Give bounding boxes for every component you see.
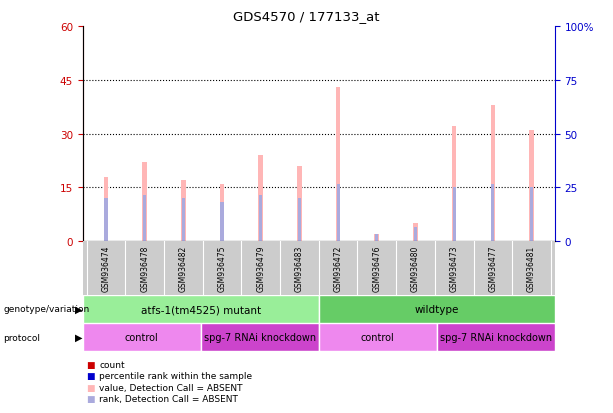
Text: GSM936480: GSM936480 bbox=[411, 245, 420, 292]
Bar bbox=[142, 163, 147, 242]
Bar bbox=[413, 224, 418, 242]
Text: protocol: protocol bbox=[3, 333, 40, 342]
Bar bbox=[530, 188, 533, 242]
Text: ▶: ▶ bbox=[75, 332, 82, 342]
Text: atfs-1(tm4525) mutant: atfs-1(tm4525) mutant bbox=[141, 304, 261, 314]
Text: spg-7 RNAi knockdown: spg-7 RNAi knockdown bbox=[204, 332, 316, 342]
Bar bbox=[491, 184, 495, 242]
Text: GDS4570 / 177133_at: GDS4570 / 177133_at bbox=[234, 10, 379, 23]
Bar bbox=[436, 323, 555, 351]
Text: count: count bbox=[99, 360, 125, 369]
Text: control: control bbox=[361, 332, 395, 342]
Bar bbox=[490, 106, 495, 242]
Text: GSM936472: GSM936472 bbox=[333, 245, 343, 292]
Text: rank, Detection Call = ABSENT: rank, Detection Call = ABSENT bbox=[99, 394, 238, 404]
Bar bbox=[83, 323, 201, 351]
Text: GSM936481: GSM936481 bbox=[527, 245, 536, 292]
Text: value, Detection Call = ABSENT: value, Detection Call = ABSENT bbox=[99, 383, 243, 392]
Text: wildtype: wildtype bbox=[414, 304, 459, 314]
Bar bbox=[259, 195, 262, 242]
Text: ■: ■ bbox=[86, 371, 94, 380]
Bar bbox=[452, 127, 457, 242]
Text: GSM936482: GSM936482 bbox=[179, 245, 188, 292]
Text: control: control bbox=[125, 332, 159, 342]
Bar bbox=[143, 195, 147, 242]
Bar bbox=[298, 199, 301, 242]
Bar bbox=[181, 181, 186, 242]
Text: GSM936475: GSM936475 bbox=[218, 245, 227, 292]
Bar bbox=[104, 177, 109, 242]
Text: ■: ■ bbox=[86, 394, 94, 404]
Bar bbox=[201, 323, 319, 351]
Text: ■: ■ bbox=[86, 360, 94, 369]
Text: GSM936474: GSM936474 bbox=[102, 245, 110, 292]
Bar bbox=[375, 235, 378, 242]
Bar bbox=[337, 184, 340, 242]
Bar bbox=[375, 235, 379, 242]
Text: spg-7 RNAi knockdown: spg-7 RNAi knockdown bbox=[440, 332, 552, 342]
Bar bbox=[219, 184, 224, 242]
Text: ■: ■ bbox=[86, 383, 94, 392]
Bar bbox=[319, 323, 436, 351]
Bar bbox=[83, 295, 319, 323]
Bar bbox=[414, 227, 417, 242]
Bar bbox=[182, 199, 185, 242]
Bar bbox=[259, 156, 263, 242]
Bar bbox=[221, 202, 224, 242]
Text: GSM936477: GSM936477 bbox=[489, 245, 497, 292]
Text: GSM936476: GSM936476 bbox=[372, 245, 381, 292]
Bar bbox=[529, 131, 534, 242]
Text: genotype/variation: genotype/variation bbox=[3, 304, 89, 313]
Bar bbox=[297, 166, 302, 242]
Text: GSM936478: GSM936478 bbox=[140, 245, 149, 292]
Bar bbox=[104, 199, 107, 242]
Bar bbox=[452, 188, 455, 242]
Bar bbox=[319, 295, 555, 323]
Text: GSM936479: GSM936479 bbox=[256, 245, 265, 292]
Text: percentile rank within the sample: percentile rank within the sample bbox=[99, 371, 253, 380]
Text: GSM936473: GSM936473 bbox=[450, 245, 459, 292]
Bar bbox=[336, 88, 340, 242]
Text: GSM936483: GSM936483 bbox=[295, 245, 304, 292]
Text: ▶: ▶ bbox=[75, 304, 82, 314]
